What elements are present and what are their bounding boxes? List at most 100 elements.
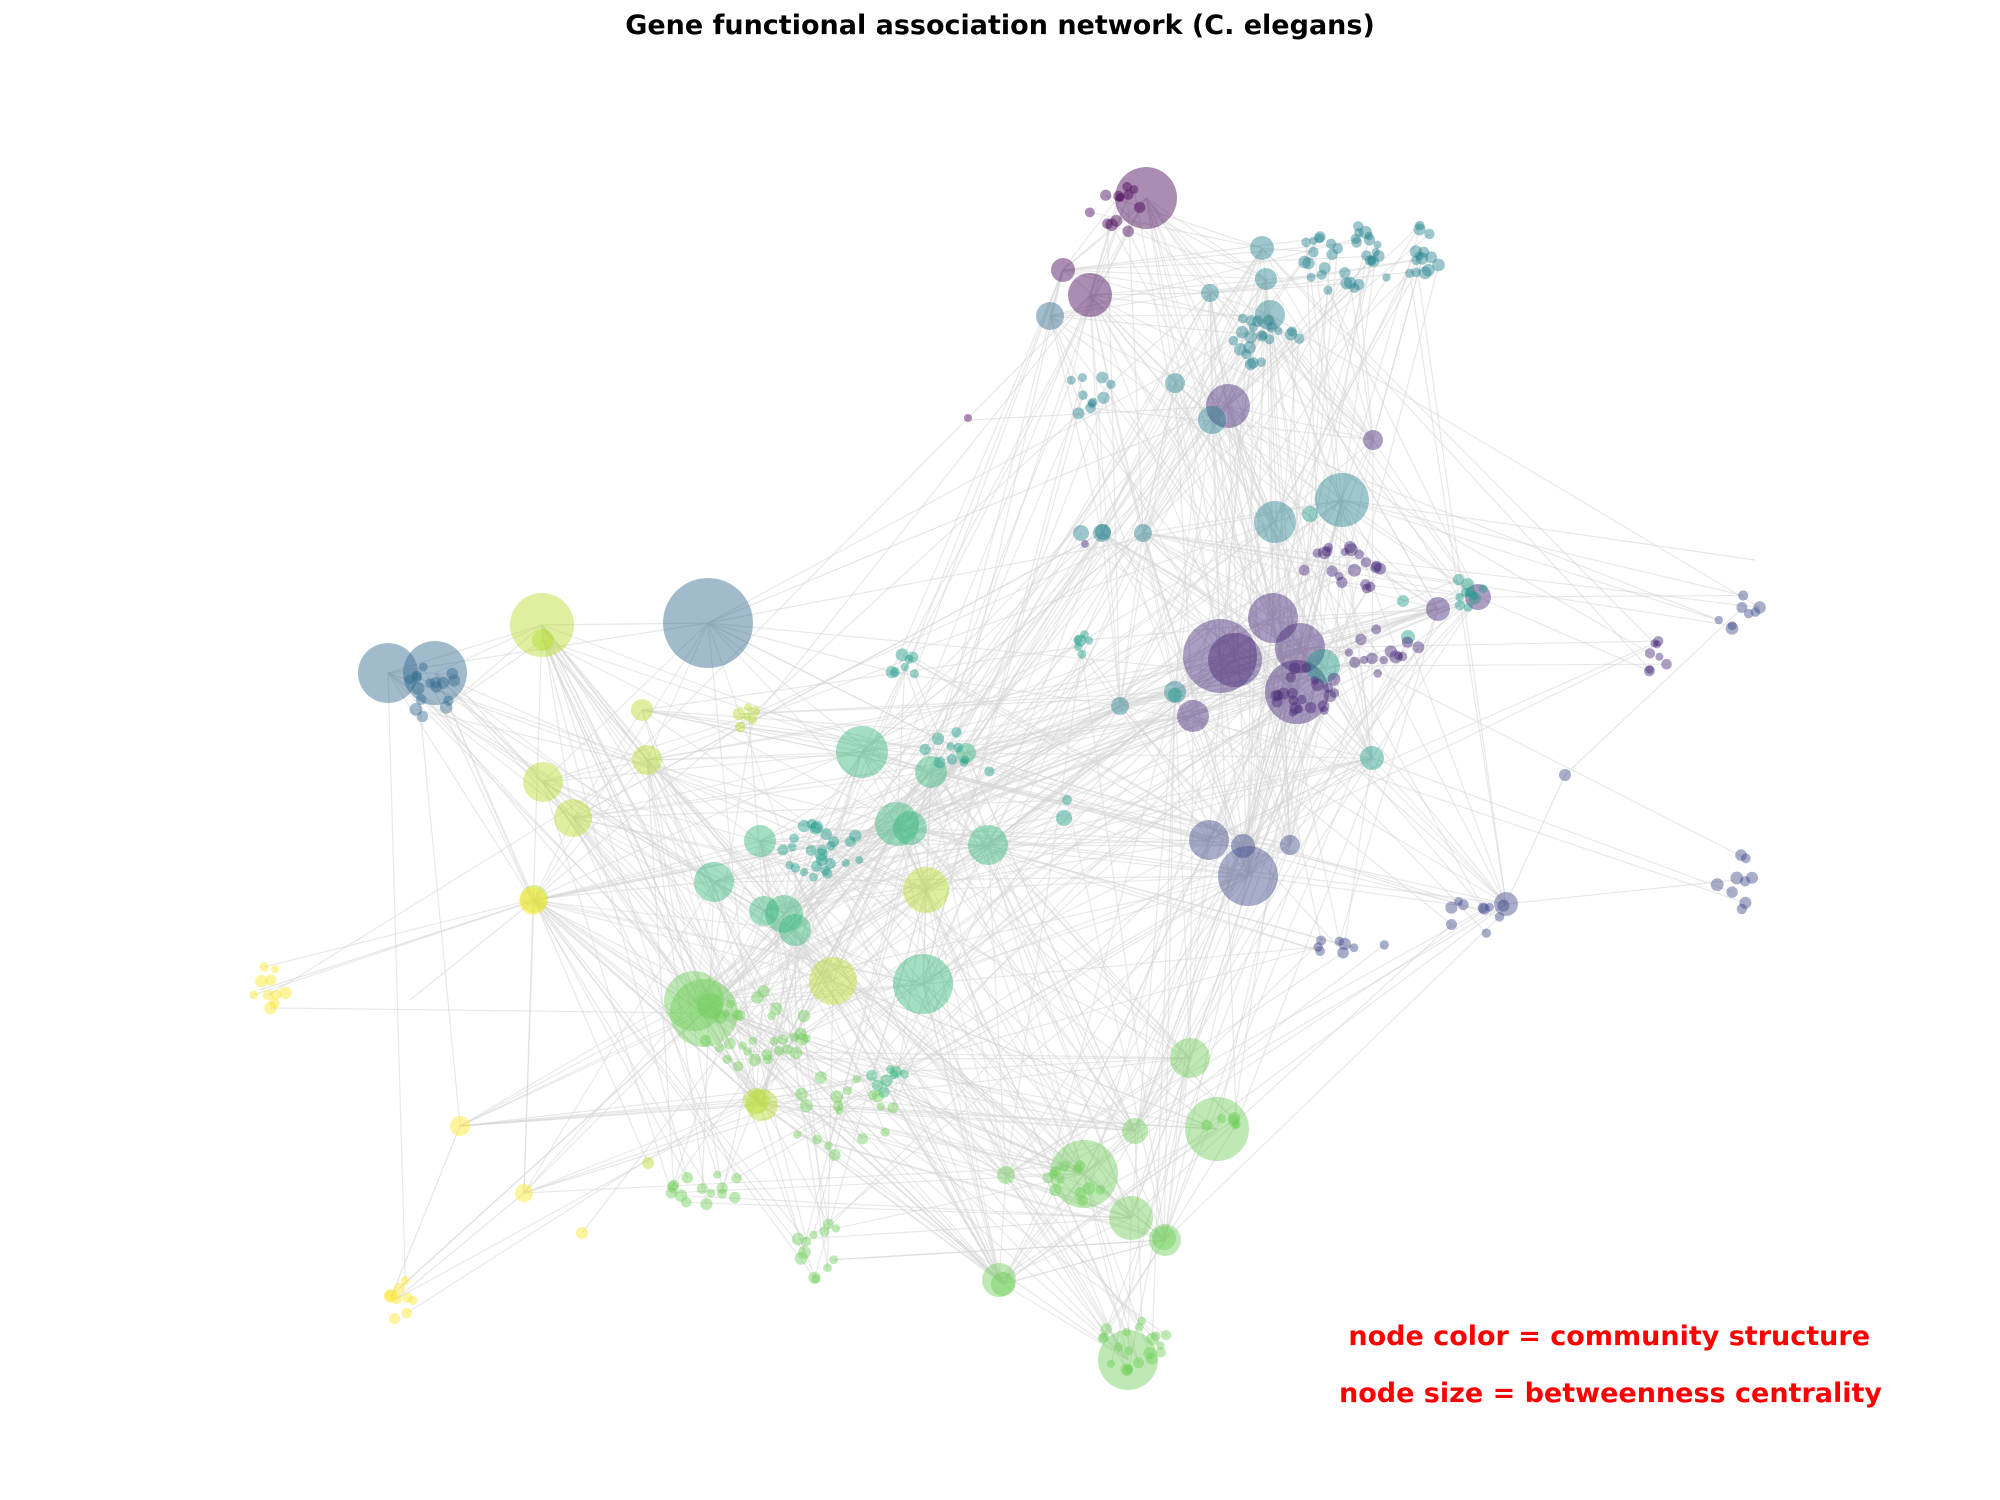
gene-node	[832, 1100, 844, 1112]
network-edge	[783, 751, 863, 915]
network-edge	[434, 672, 927, 891]
gene-node	[1122, 1118, 1148, 1144]
network-edge	[709, 983, 924, 1007]
network-edge	[740, 726, 967, 754]
network-edge	[1134, 839, 1210, 1132]
network-edge	[950, 647, 1301, 747]
network-edge	[813, 875, 1249, 1236]
gene-node	[761, 1049, 773, 1061]
gene-node	[1478, 903, 1491, 915]
gene-node	[1345, 543, 1358, 557]
network-edge	[930, 269, 1064, 773]
network-edge	[434, 672, 715, 883]
network-edge	[1174, 691, 1291, 846]
network-edge	[396, 1100, 757, 1300]
network-edge	[709, 844, 989, 1007]
network-edge	[1126, 186, 1144, 534]
network-edge	[1371, 439, 1374, 759]
gene-node	[779, 914, 811, 946]
gene-node	[520, 885, 548, 913]
network-edge	[1274, 521, 1291, 846]
gene-node	[722, 1054, 732, 1065]
gene-node	[1360, 557, 1372, 568]
network-edge	[1101, 532, 1298, 693]
gene-node	[1228, 1112, 1241, 1125]
network-edge	[542, 781, 761, 842]
gene-node	[1248, 593, 1298, 643]
network-edge	[541, 624, 715, 883]
network-edge	[532, 900, 924, 985]
network-edge	[794, 929, 834, 982]
network-edge	[693, 929, 796, 1002]
network-edge	[1002, 839, 1210, 1285]
gene-node	[856, 1133, 869, 1145]
network-edge	[1327, 289, 1479, 598]
network-edge	[836, 1096, 1136, 1132]
network-edge	[930, 771, 1291, 846]
network-edge	[459, 929, 796, 1127]
network-edge	[1145, 197, 1267, 280]
gene-node	[885, 1065, 895, 1074]
gene-node	[416, 711, 429, 723]
gene-node	[1073, 642, 1083, 652]
gene-node	[254, 974, 268, 988]
network-edge	[930, 771, 1081, 1194]
gene-node	[828, 836, 840, 848]
gene-node	[1329, 688, 1340, 698]
gene-node	[1106, 1359, 1116, 1368]
network-edge	[1049, 315, 1092, 409]
network-edge	[1142, 405, 1229, 534]
network-edge	[922, 771, 932, 985]
network-edge	[1341, 499, 1719, 621]
gene-node	[1374, 562, 1387, 575]
gene-node	[722, 1009, 731, 1018]
gene-node	[402, 1292, 413, 1303]
gene-node	[931, 732, 945, 745]
gene-node	[1164, 681, 1186, 703]
network-edge	[533, 710, 756, 900]
gene-node	[1100, 1323, 1112, 1335]
gene-node	[389, 1313, 401, 1325]
network-edge	[816, 1138, 1165, 1239]
gene-node	[1137, 1316, 1147, 1326]
network-edge	[533, 817, 574, 900]
gene-node	[674, 1189, 688, 1202]
gene-node	[271, 989, 282, 1000]
network-edge	[987, 839, 1210, 846]
gene-node	[725, 999, 735, 1009]
gene-node	[1477, 902, 1489, 914]
gene-node	[1446, 919, 1457, 930]
gene-node	[1049, 1184, 1061, 1196]
network-edge	[1002, 1128, 1218, 1285]
gene-node	[681, 1172, 693, 1184]
network-edge	[532, 759, 648, 902]
network-edge	[1005, 1174, 1128, 1370]
gene-node	[1414, 220, 1425, 231]
gene-node	[769, 1036, 779, 1046]
gene-node	[880, 1127, 890, 1137]
network-edge	[877, 1084, 1085, 1175]
gene-node	[446, 667, 459, 680]
network-edge	[816, 826, 1004, 1285]
gene-node	[1373, 240, 1382, 249]
network-edge	[1261, 247, 1374, 441]
network-edge	[1049, 315, 1229, 407]
gene-node	[1334, 936, 1345, 946]
gene-node	[1726, 886, 1738, 898]
gene-node	[765, 895, 803, 933]
gene-node	[872, 1090, 885, 1102]
gene-node	[1315, 473, 1369, 527]
network-edge	[861, 532, 1144, 753]
gene-node	[1461, 578, 1475, 591]
gene-node	[904, 654, 914, 664]
gene-node	[1344, 541, 1357, 554]
network-edge	[755, 1100, 1007, 1176]
network-edge	[871, 752, 967, 1076]
network-edge	[835, 1173, 1085, 1229]
network-edge	[794, 823, 898, 931]
gene-node	[1455, 593, 1464, 602]
gene-node	[1494, 912, 1505, 922]
network-edge	[1005, 1174, 1129, 1361]
network-edge	[1049, 256, 1432, 317]
